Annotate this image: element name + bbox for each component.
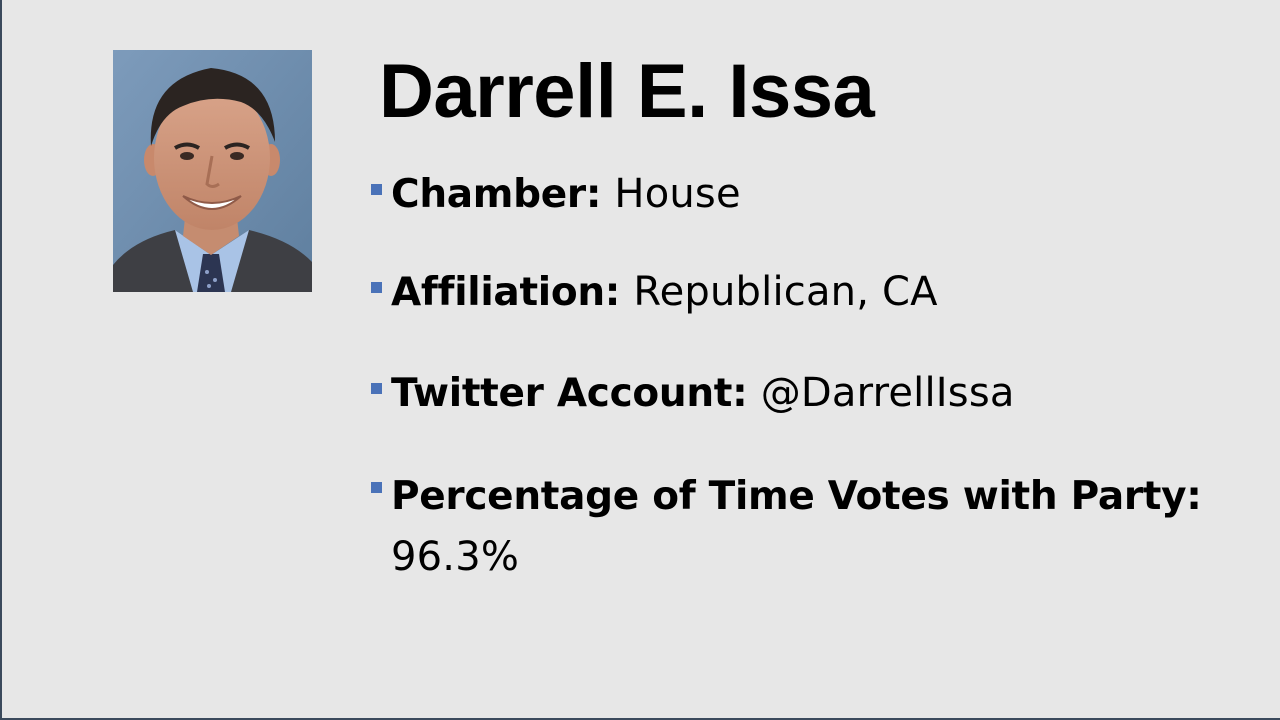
bullet-affiliation: Affiliation: Republican, CA <box>371 266 1251 319</box>
bullet-marker-icon <box>371 282 382 293</box>
bullet-text: Twitter Account: @DarrellIssa <box>391 367 1251 420</box>
bullet-text: Chamber: House <box>391 168 1251 221</box>
affiliation-label: Affiliation: <box>391 270 634 315</box>
portrait-image <box>113 50 312 292</box>
twitter-label: Twitter Account: <box>391 371 761 416</box>
party-votes-label: Percentage of Time Votes with Party: <box>391 474 1202 519</box>
bullet-marker-icon <box>371 184 382 195</box>
bullet-marker-icon <box>371 383 382 394</box>
bullet-party-votes: Percentage of Time Votes with Party: 96.… <box>371 466 1251 587</box>
affiliation-value: Republican, CA <box>633 269 938 315</box>
chamber-label: Chamber: <box>391 172 615 217</box>
party-votes-value: 96.3% <box>391 534 520 580</box>
page-title: Darrell E. Issa <box>379 49 875 134</box>
bullet-text: Affiliation: Republican, CA <box>391 266 1251 319</box>
bullet-marker-icon <box>371 482 382 493</box>
bullet-twitter: Twitter Account: @DarrellIssa <box>371 367 1251 420</box>
twitter-value: @DarrellIssa <box>760 370 1015 416</box>
chamber-value: House <box>614 171 741 217</box>
bullet-chamber: Chamber: House <box>371 168 1251 221</box>
portrait-photo <box>113 50 312 292</box>
bullet-text: Percentage of Time Votes with Party: 96.… <box>391 466 1251 587</box>
